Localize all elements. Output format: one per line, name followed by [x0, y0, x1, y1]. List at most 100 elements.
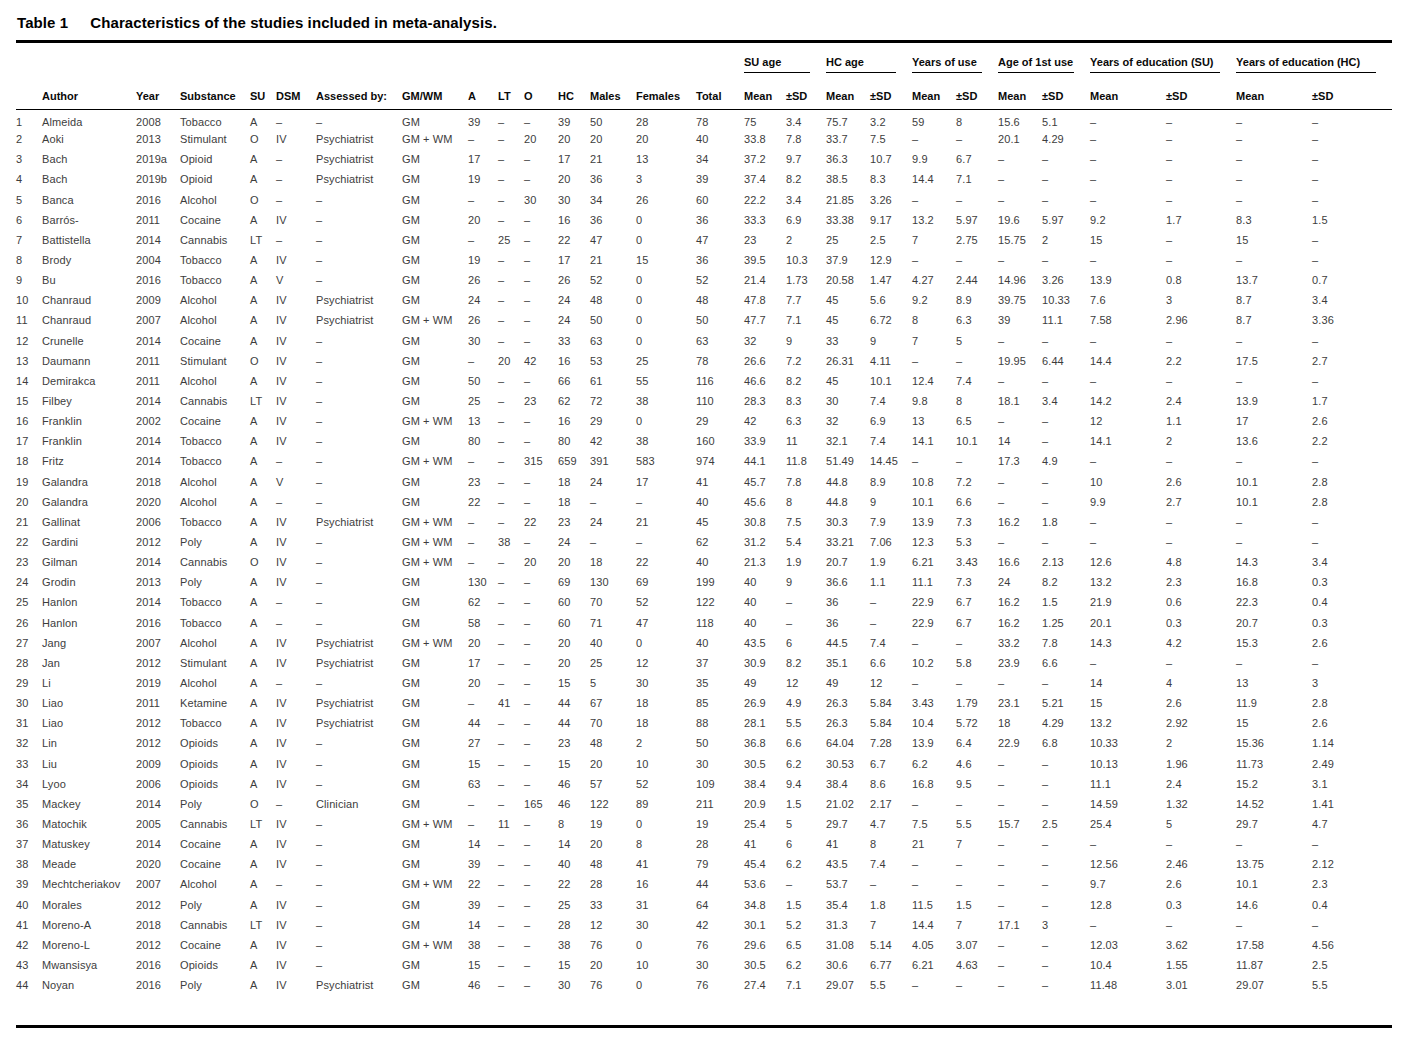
cell-o: –: [524, 250, 558, 270]
cell-num: 18: [16, 451, 42, 471]
cell-years-use-sd: 7: [956, 834, 998, 854]
table-row: 21Gallinat2006TobaccoAIVPsychiatristGM +…: [16, 512, 1392, 532]
cell-edu-su-mean: 11.48: [1090, 975, 1166, 995]
cell-su-age-sd: 1.5: [786, 794, 826, 814]
cell-total: 118: [696, 613, 744, 633]
cell-age-first-use-mean: –: [998, 492, 1042, 512]
cell-dsm: –: [276, 794, 316, 814]
cell-assessed-by: Psychiatrist: [316, 512, 402, 532]
cell-year: 2014: [136, 834, 180, 854]
cell-hc-age-sd: 6.6: [870, 653, 912, 673]
cell-assessed-by: –: [316, 492, 402, 512]
cell-age-first-use-mean: –: [998, 754, 1042, 774]
cell-lt: –: [498, 874, 524, 894]
cell-edu-su-sd: 1.96: [1166, 754, 1236, 774]
cell-age-first-use-sd: 1.5: [1042, 592, 1090, 612]
col-num: [16, 73, 42, 109]
table-row: 8Brody2004TobaccoAIV–GM19––1721153639.51…: [16, 250, 1392, 270]
cell-males: 67: [590, 693, 636, 713]
cell-dsm: IV: [276, 331, 316, 351]
cell-assessed-by: Psychiatrist: [316, 149, 402, 169]
col-substance: Substance: [180, 73, 250, 109]
cell-author: Crunelle: [42, 331, 136, 351]
table-row: 35Mackey2014PolyO–ClinicianGM––165461228…: [16, 794, 1392, 814]
cell-su-age-sd: 7.7: [786, 290, 826, 310]
cell-gm-wm: GM: [402, 109, 468, 129]
cell-gm-wm: GM: [402, 794, 468, 814]
cell-males: 48: [590, 854, 636, 874]
cell-year: 2016: [136, 975, 180, 995]
table-row: 4Bach2019bOpioidA–PsychiatristGM19––2036…: [16, 169, 1392, 189]
cell-a: –: [468, 814, 498, 834]
cell-total: 160: [696, 431, 744, 451]
cell-females: 31: [636, 894, 696, 914]
cell-o: –: [524, 774, 558, 794]
col-assessed-by: Assessed by:: [316, 73, 402, 109]
cell-males: 20: [590, 754, 636, 774]
cell-hc: 23: [558, 512, 590, 532]
cell-years-use-sd: 7.3: [956, 512, 998, 532]
cell-males: 122: [590, 794, 636, 814]
cell-edu-hc-mean: 10.1: [1236, 492, 1312, 512]
cell-a: 38: [468, 935, 498, 955]
cell-edu-hc-mean: –: [1236, 331, 1312, 351]
cell-dsm: –: [276, 874, 316, 894]
cell-dsm: V: [276, 472, 316, 492]
cell-hc: 60: [558, 592, 590, 612]
cell-edu-hc-mean: –: [1236, 129, 1312, 149]
cell-a: 14: [468, 915, 498, 935]
cell-edu-su-sd: –: [1166, 129, 1236, 149]
cell-a: 13: [468, 411, 498, 431]
cell-edu-hc-sd: 2.6: [1312, 411, 1392, 431]
cell-o: –: [524, 915, 558, 935]
cell-age-first-use-sd: 3.26: [1042, 270, 1090, 290]
cell-edu-su-sd: 2.6: [1166, 693, 1236, 713]
col-hc-age-sd: ±SD: [870, 73, 912, 109]
cell-years-use-mean: 59: [912, 109, 956, 129]
cell-years-use-mean: 12.4: [912, 371, 956, 391]
cell-females: 0: [636, 633, 696, 653]
cell-edu-hc-mean: –: [1236, 371, 1312, 391]
cell-gm-wm: GM: [402, 834, 468, 854]
cell-assessed-by: –: [316, 854, 402, 874]
cell-females: 55: [636, 371, 696, 391]
cell-author: Lyoo: [42, 774, 136, 794]
cell-age-first-use-sd: –: [1042, 673, 1090, 693]
cell-edu-hc-mean: 15.3: [1236, 633, 1312, 653]
cell-lt: 38: [498, 532, 524, 552]
cell-author: Chanraud: [42, 290, 136, 310]
cell-years-use-sd: –: [956, 451, 998, 471]
cell-age-first-use-mean: 22.9: [998, 733, 1042, 753]
cell-years-use-sd: –: [956, 874, 998, 894]
cell-su-age-sd: 6: [786, 633, 826, 653]
cell-age-first-use-sd: 8.2: [1042, 572, 1090, 592]
cell-dsm: –: [276, 190, 316, 210]
cell-females: 0: [636, 935, 696, 955]
cell-edu-su-sd: –: [1166, 109, 1236, 129]
cell-su: A: [250, 572, 276, 592]
cell-su-age-sd: 6.6: [786, 733, 826, 753]
cell-edu-hc-mean: –: [1236, 512, 1312, 532]
cell-hc-age-sd: 1.8: [870, 894, 912, 914]
cell-years-use-sd: 7.3: [956, 572, 998, 592]
cell-su-age-mean: 45.4: [744, 854, 786, 874]
cell-author: Mackey: [42, 794, 136, 814]
cell-author: Meade: [42, 854, 136, 874]
group-edu-su: Years of education (SU): [1090, 43, 1236, 73]
table-row: 18Fritz2014TobaccoA––GM + WM––3156593915…: [16, 451, 1392, 471]
cell-total: 116: [696, 371, 744, 391]
cell-edu-su-mean: –: [1090, 834, 1166, 854]
table-row: 2Aoki2013StimulantOIVPsychiatristGM + WM…: [16, 129, 1392, 149]
cell-num: 39: [16, 874, 42, 894]
cell-edu-hc-sd: –: [1312, 915, 1392, 935]
cell-total: 78: [696, 351, 744, 371]
cell-num: 40: [16, 894, 42, 914]
cell-hc: 28: [558, 915, 590, 935]
cell-dsm: IV: [276, 552, 316, 572]
cell-hc-age-mean: 41: [826, 834, 870, 854]
cell-a: 27: [468, 733, 498, 753]
table-caption: Table 1 Characteristics of the studies i…: [17, 14, 1392, 31]
cell-su-age-sd: 9.7: [786, 149, 826, 169]
cell-a: 39: [468, 854, 498, 874]
cell-hc-age-mean: 33.21: [826, 532, 870, 552]
